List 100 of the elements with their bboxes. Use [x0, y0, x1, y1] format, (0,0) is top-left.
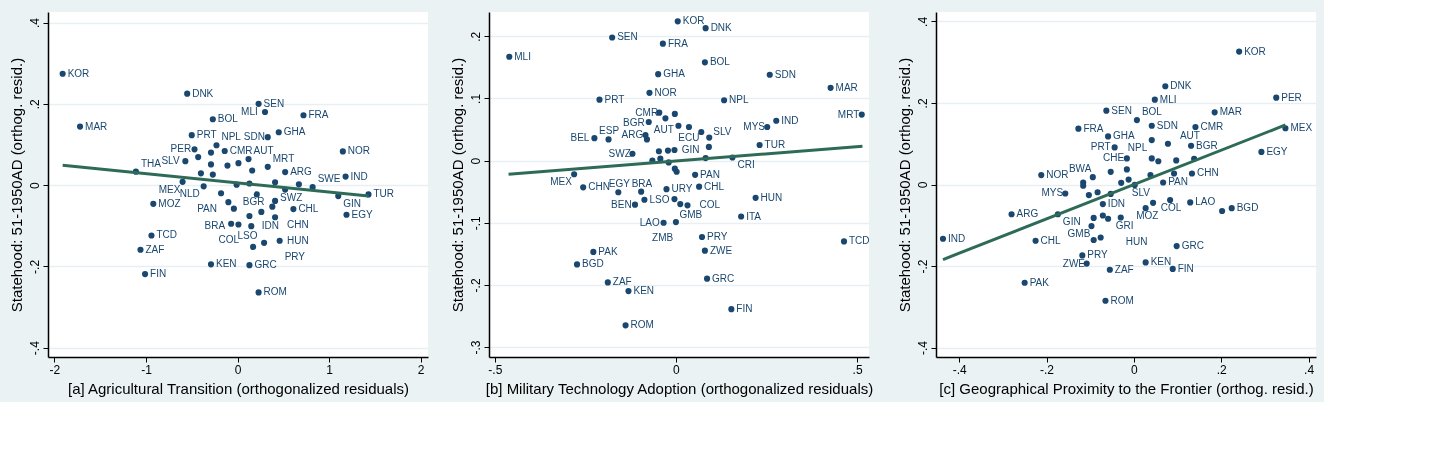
annotation: BEN — [611, 198, 632, 210]
annotation: BOL — [217, 113, 239, 125]
annotation: MEX — [1290, 122, 1313, 134]
y-tick-label: -.3 — [468, 340, 483, 355]
annotation: IND — [781, 114, 799, 126]
annotation: NOR — [654, 86, 677, 98]
annotation: SDN — [243, 131, 265, 143]
y-tick-label: -.1 — [468, 215, 483, 231]
annotation: BGR — [1196, 139, 1218, 151]
annotation: PRT — [196, 129, 217, 141]
annotation: AUT — [253, 145, 274, 157]
annotation: PER — [1281, 91, 1302, 103]
annotation: MLI — [241, 105, 258, 117]
annotation: CHN — [287, 218, 309, 230]
annotation: KEN — [1150, 256, 1172, 268]
annotation: PAN — [700, 168, 720, 180]
annotation: TUR — [764, 139, 786, 151]
annotation: KOR — [67, 67, 90, 79]
annotation: GIN — [681, 144, 700, 156]
annotation: IDN — [1107, 198, 1126, 210]
annotation: ESP — [599, 125, 620, 137]
x-tick-label: -.5 — [488, 362, 503, 377]
annotation: FRA — [308, 109, 329, 121]
annotation: ZAF — [612, 276, 632, 288]
annotation: IND — [947, 232, 966, 244]
annotation: MAR — [835, 81, 858, 93]
annotation: PER — [170, 143, 192, 155]
annotation: CHN — [588, 181, 610, 193]
y-axis-title: Statehood: 51-1950AD (orthog. resid.) — [448, 57, 466, 313]
annotation: MEX — [158, 183, 181, 195]
annotation: SDN — [774, 68, 796, 80]
annotation: SEN — [617, 31, 638, 43]
x-tick-label: 0 — [673, 362, 681, 377]
annotation: ECU — [678, 131, 700, 143]
y-tick-label: .2 — [915, 98, 930, 109]
annotation: HUN — [1125, 235, 1148, 247]
annotation: ROM — [1110, 294, 1134, 306]
annotation: MOZ — [1136, 210, 1159, 222]
x-tick-label: -.4 — [952, 362, 967, 377]
annotation: ARG — [290, 166, 313, 178]
annotation: CHE — [1102, 152, 1125, 164]
annotation: EGY — [351, 208, 373, 220]
annotation: TUR — [373, 188, 395, 200]
annotation: BOL — [1141, 106, 1163, 118]
annotation: MAR — [85, 120, 108, 132]
annotation: FIN — [1177, 262, 1194, 274]
annotation: PAK — [1029, 276, 1050, 288]
annotation: LSO — [237, 229, 258, 241]
annotation: FRA — [667, 37, 689, 49]
annotation: SLV — [1131, 187, 1151, 199]
annotation: GRC — [1181, 240, 1204, 252]
annotation: CHL — [1040, 234, 1062, 246]
annotation: FIN — [736, 303, 753, 315]
annotation: HUN — [287, 235, 309, 247]
annotation: GRC — [712, 272, 735, 284]
annotation: ZAF — [1114, 263, 1134, 275]
y-tick-label: -.2 — [915, 259, 930, 274]
annotation: PAN — [1168, 176, 1188, 188]
y-tick-label: 0 — [468, 157, 483, 165]
annotation: DNK — [1170, 80, 1192, 92]
annotation: ARG — [621, 129, 644, 141]
annotation: AUT — [1179, 129, 1200, 141]
annotation: NOR — [347, 145, 371, 157]
annotation: SLV — [713, 125, 732, 137]
x-tick-label: 0 — [234, 362, 242, 377]
annotation: BGR — [623, 117, 645, 129]
annotation: KEN — [633, 285, 655, 297]
annotation: IND — [350, 170, 368, 182]
annotation: ARG — [1016, 208, 1039, 220]
annotation: CMR — [1200, 121, 1224, 132]
y-tick-label: .4 — [27, 17, 42, 29]
x-tick-label: -1 — [141, 362, 153, 377]
x-tick-label: 1 — [326, 362, 334, 377]
annotation: BRA — [204, 220, 226, 232]
annotation: LSO — [649, 193, 670, 205]
y-axis-title: Statehood: 51-1950AD (orthog. resid.) — [895, 57, 913, 313]
annotation: LAO — [639, 216, 660, 228]
annotation: NPL — [221, 131, 242, 143]
annotation: GHA — [663, 68, 686, 80]
y-tick-label: .1 — [468, 93, 483, 104]
annotation: SWZ — [280, 192, 303, 204]
annotation: EGY — [1266, 145, 1288, 157]
annotation: BGD — [1236, 202, 1259, 214]
annotation: GHA — [1113, 130, 1136, 142]
annotation: BWA — [1068, 163, 1092, 175]
annotation: SLV — [161, 155, 180, 167]
annotation: NOR — [1046, 169, 1069, 181]
y-axis-title: Statehood: 51-1950AD (orthog. resid.) — [7, 57, 25, 313]
x-axis-title: [c] Geographical Proximity to the Frontier (orthog. resid.) — [939, 379, 1314, 397]
annotation: ITA — [746, 210, 762, 222]
annotation: LAO — [1195, 196, 1216, 208]
annotation: URY — [671, 183, 693, 195]
annotation: PAN — [197, 203, 217, 215]
y-tick-label: 0 — [27, 181, 42, 189]
annotation: PRT — [1090, 141, 1111, 153]
annotation: EGY — [608, 178, 631, 190]
annotation: BEL — [570, 132, 590, 144]
annotation: TCD — [849, 235, 870, 247]
annotation: GRI — [1115, 219, 1134, 231]
annotation: SWE — [317, 173, 341, 185]
